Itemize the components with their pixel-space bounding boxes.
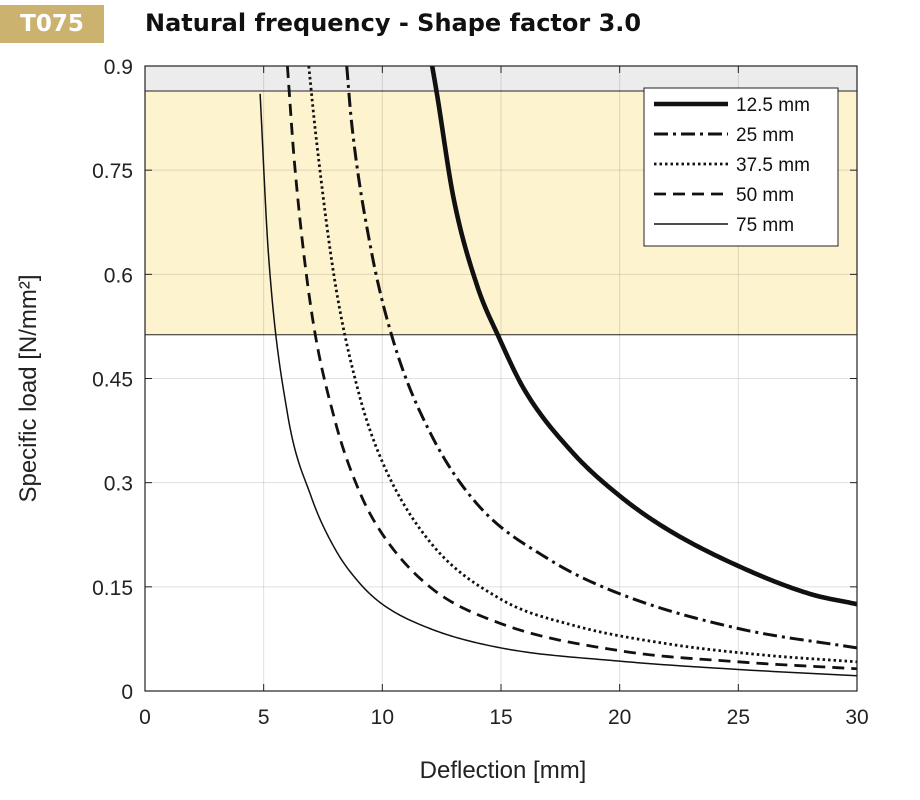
legend-label-3: 50 mm bbox=[736, 185, 794, 206]
x-tick-label-1: 5 bbox=[258, 706, 270, 729]
y-tick-label-6: 0.9 bbox=[104, 56, 133, 79]
chart-title: Natural frequency - Shape factor 3.0 bbox=[145, 9, 642, 37]
legend-label-1: 25 mm bbox=[736, 125, 794, 146]
x-tick-label-6: 30 bbox=[845, 706, 868, 729]
series-line-12-5-mm bbox=[429, 66, 857, 607]
y-tick-label-4: 0.6 bbox=[104, 264, 133, 287]
x-tick-label-5: 25 bbox=[727, 706, 750, 729]
x-axis-label: Deflection [mm] bbox=[420, 757, 587, 784]
series-line-75-mm bbox=[259, 93, 857, 677]
series-line-37-5-mm bbox=[307, 66, 857, 664]
y-tick-label-2: 0.3 bbox=[104, 473, 133, 496]
x-tick-label-3: 15 bbox=[489, 706, 512, 729]
y-tick-label-5: 0.75 bbox=[92, 160, 133, 183]
x-tick-label-4: 20 bbox=[608, 706, 631, 729]
legend-box bbox=[643, 87, 839, 247]
legend-label-4: 75 mm bbox=[736, 215, 794, 236]
series-badge: T075 bbox=[0, 5, 104, 43]
y-tick-label-1: 0.15 bbox=[92, 577, 133, 600]
y-tick-label-0: 0 bbox=[121, 681, 133, 704]
x-axis: 0 5 10 15 20 25 30 bbox=[139, 66, 869, 729]
y-axis: 0 0.15 0.3 0.45 0.6 0.75 0.9 bbox=[92, 56, 857, 704]
chart-header: T075 Natural frequency - Shape factor 3.… bbox=[0, 0, 920, 50]
legend-label-2: 37.5 mm bbox=[736, 155, 810, 176]
x-tick-label-2: 10 bbox=[371, 706, 394, 729]
y-axis-label: Specific load [N/mm²] bbox=[15, 274, 42, 502]
series-line-25-mm bbox=[345, 66, 857, 650]
legend-label-0: 12.5 mm bbox=[736, 95, 810, 116]
series-lines bbox=[259, 66, 857, 677]
y-tick-label-3: 0.45 bbox=[92, 369, 133, 392]
series-line-50-mm bbox=[286, 66, 857, 671]
x-tick-label-0: 0 bbox=[139, 706, 151, 729]
legend: 12.5 mm 25 mm 37.5 mm 50 mm 75 mm bbox=[643, 87, 839, 247]
